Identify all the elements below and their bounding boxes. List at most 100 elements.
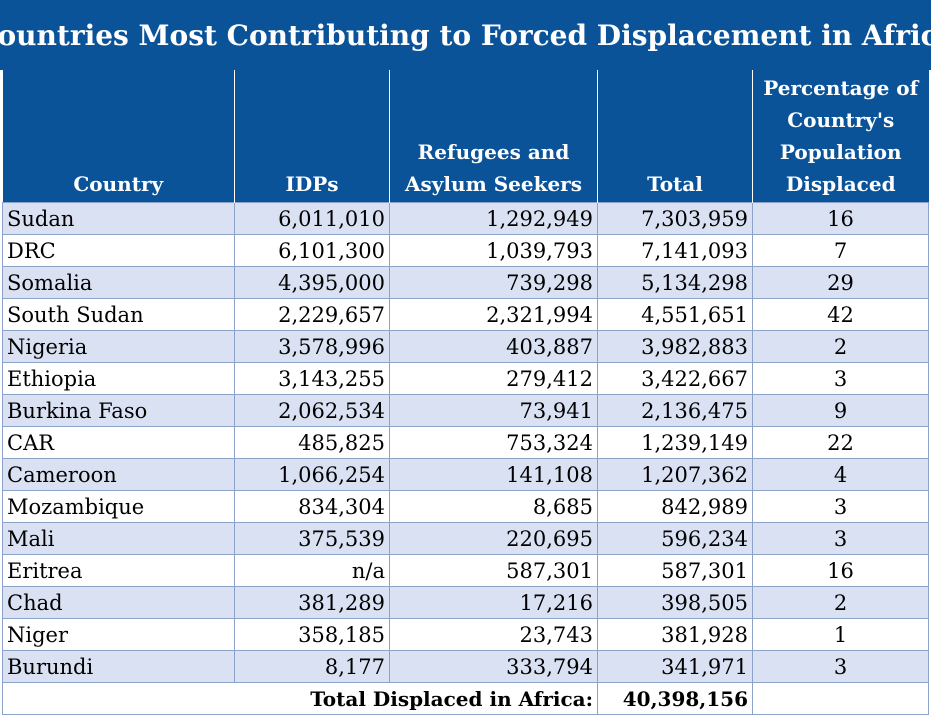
- idps-cell: 358,185: [234, 618, 390, 651]
- idps-cell: 6,101,300: [234, 234, 390, 267]
- total-cell: 398,505: [597, 586, 753, 619]
- refugees-cell: 739,298: [389, 266, 598, 299]
- total-cell: 587,301: [597, 554, 753, 587]
- country-cell: DRC: [2, 234, 235, 267]
- header-row: Country IDPs Refugees and Asylum Seekers…: [2, 70, 929, 203]
- percentage-cell: 2: [752, 330, 929, 363]
- total-cell: 4,551,651: [597, 298, 753, 331]
- refugees-cell: 8,685: [389, 490, 598, 523]
- table-row: Chad 381,289 17,216 398,505 2: [2, 586, 929, 619]
- total-value: 40,398,156: [597, 682, 753, 715]
- percentage-cell: 3: [752, 362, 929, 395]
- country-cell: Mozambique: [2, 490, 235, 523]
- table-row: South Sudan 2,229,657 2,321,994 4,551,651 42: [2, 298, 929, 331]
- idps-cell: 6,011,010: [234, 202, 390, 235]
- total-cell: 381,928: [597, 618, 753, 651]
- idps-cell: 375,539: [234, 522, 390, 555]
- table-row: Mozambique 834,304 8,685 842,989 3: [2, 490, 929, 523]
- idps-cell: n/a: [234, 554, 390, 587]
- refugees-cell: 141,108: [389, 458, 598, 491]
- percentage-cell: 7: [752, 234, 929, 267]
- percentage-cell: 42: [752, 298, 929, 331]
- total-cell: 5,134,298: [597, 266, 753, 299]
- refugees-cell: 17,216: [389, 586, 598, 619]
- refugees-cell: 753,324: [389, 426, 598, 459]
- country-cell: Somalia: [2, 266, 235, 299]
- percentage-cell: 3: [752, 490, 929, 523]
- percentage-cell: 3: [752, 522, 929, 555]
- displacement-table: Country IDPs Refugees and Asylum Seekers…: [2, 70, 929, 715]
- country-cell: Cameroon: [2, 458, 235, 491]
- refugees-cell: 333,794: [389, 650, 598, 683]
- percentage-cell: 2: [752, 586, 929, 619]
- country-cell: Eritrea: [2, 554, 235, 587]
- table-row: DRC 6,101,300 1,039,793 7,141,093 7: [2, 234, 929, 267]
- idps-cell: 2,062,534: [234, 394, 390, 427]
- percentage-cell: 3: [752, 650, 929, 683]
- percentage-cell: 16: [752, 202, 929, 235]
- total-cell: 341,971: [597, 650, 753, 683]
- refugees-cell: 23,743: [389, 618, 598, 651]
- refugees-cell: 279,412: [389, 362, 598, 395]
- table-row: Eritrea n/a 587,301 587,301 16: [2, 554, 929, 587]
- refugees-cell: 1,292,949: [389, 202, 598, 235]
- country-cell: Sudan: [2, 202, 235, 235]
- refugees-cell: 403,887: [389, 330, 598, 363]
- idps-cell: 1,066,254: [234, 458, 390, 491]
- idps-cell: 8,177: [234, 650, 390, 683]
- percentage-cell: 1: [752, 618, 929, 651]
- total-cell: 1,207,362: [597, 458, 753, 491]
- column-header-total: Total: [597, 70, 753, 203]
- country-cell: Ethiopia: [2, 362, 235, 395]
- column-header-idps: IDPs: [234, 70, 390, 203]
- table-row: Burundi 8,177 333,794 341,971 3: [2, 650, 929, 683]
- total-label: Total Displaced in Africa:: [2, 682, 598, 715]
- idps-cell: 4,395,000: [234, 266, 390, 299]
- idps-cell: 381,289: [234, 586, 390, 619]
- country-cell: Mali: [2, 522, 235, 555]
- country-cell: South Sudan: [2, 298, 235, 331]
- table-title: Countries Most Contributing to Forced Di…: [0, 0, 931, 70]
- idps-cell: 834,304: [234, 490, 390, 523]
- total-row: Total Displaced in Africa: 40,398,156: [2, 682, 929, 715]
- total-empty-cell: [752, 682, 929, 715]
- percentage-cell: 29: [752, 266, 929, 299]
- percentage-cell: 16: [752, 554, 929, 587]
- refugees-cell: 220,695: [389, 522, 598, 555]
- table-row: Cameroon 1,066,254 141,108 1,207,362 4: [2, 458, 929, 491]
- column-header-percentage: Percentage of Country's Population Displ…: [752, 70, 929, 203]
- idps-cell: 3,143,255: [234, 362, 390, 395]
- total-cell: 1,239,149: [597, 426, 753, 459]
- idps-cell: 485,825: [234, 426, 390, 459]
- total-cell: 842,989: [597, 490, 753, 523]
- percentage-cell: 22: [752, 426, 929, 459]
- total-cell: 2,136,475: [597, 394, 753, 427]
- column-header-refugees: Refugees and Asylum Seekers: [389, 70, 598, 203]
- country-cell: CAR: [2, 426, 235, 459]
- table-row: Somalia 4,395,000 739,298 5,134,298 29: [2, 266, 929, 299]
- total-cell: 7,303,959: [597, 202, 753, 235]
- table-row: Ethiopia 3,143,255 279,412 3,422,667 3: [2, 362, 929, 395]
- table-body: Sudan 6,011,010 1,292,949 7,303,959 16 DRC 6,1…: [2, 202, 929, 683]
- country-cell: Burkina Faso: [2, 394, 235, 427]
- refugees-cell: 587,301: [389, 554, 598, 587]
- refugees-cell: 2,321,994: [389, 298, 598, 331]
- country-cell: Nigeria: [2, 330, 235, 363]
- idps-cell: 3,578,996: [234, 330, 390, 363]
- table-row: CAR 485,825 753,324 1,239,149 22: [2, 426, 929, 459]
- table-row: Nigeria 3,578,996 403,887 3,982,883 2: [2, 330, 929, 363]
- idps-cell: 2,229,657: [234, 298, 390, 331]
- total-cell: 3,422,667: [597, 362, 753, 395]
- table-row: Burkina Faso 2,062,534 73,941 2,136,475 9: [2, 394, 929, 427]
- country-cell: Chad: [2, 586, 235, 619]
- country-cell: Burundi: [2, 650, 235, 683]
- total-cell: 3,982,883: [597, 330, 753, 363]
- refugees-cell: 1,039,793: [389, 234, 598, 267]
- percentage-cell: 4: [752, 458, 929, 491]
- percentage-cell: 9: [752, 394, 929, 427]
- table-row: Sudan 6,011,010 1,292,949 7,303,959 16: [2, 202, 929, 235]
- column-header-country: Country: [2, 70, 235, 203]
- refugees-cell: 73,941: [389, 394, 598, 427]
- total-cell: 596,234: [597, 522, 753, 555]
